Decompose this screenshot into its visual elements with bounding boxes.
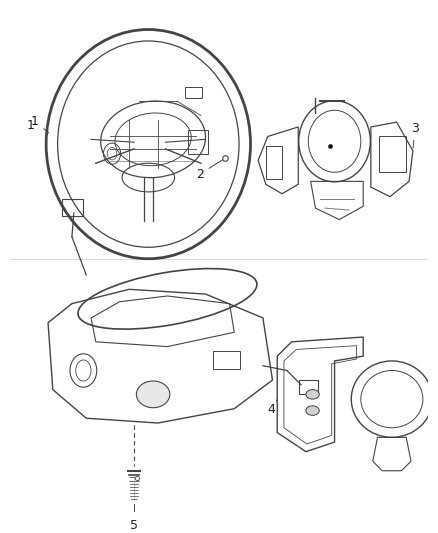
Text: 4: 4 <box>268 399 277 416</box>
Text: 3: 3 <box>411 122 419 148</box>
Bar <box>185 87 202 98</box>
Text: 1: 1 <box>31 115 49 133</box>
Text: 5: 5 <box>130 519 138 531</box>
Bar <box>62 199 83 216</box>
Bar <box>299 380 318 394</box>
Bar <box>213 351 240 369</box>
Bar <box>188 130 208 154</box>
Ellipse shape <box>306 390 319 399</box>
Text: 1: 1 <box>27 118 35 132</box>
Text: 2: 2 <box>196 160 223 181</box>
Ellipse shape <box>306 406 319 415</box>
Ellipse shape <box>136 381 170 408</box>
